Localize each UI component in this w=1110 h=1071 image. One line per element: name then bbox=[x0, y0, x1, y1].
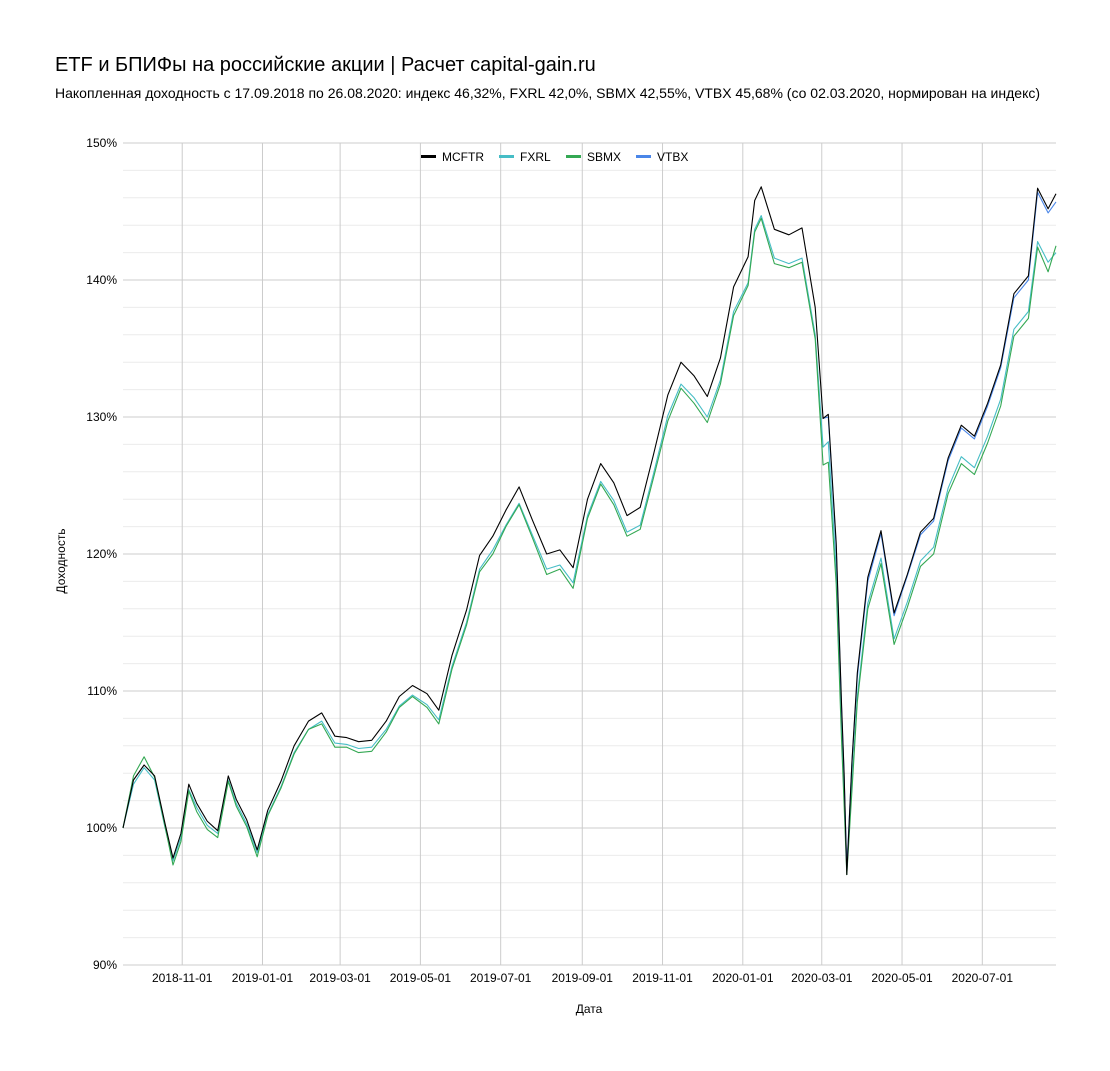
legend-swatch-mcftr bbox=[421, 155, 436, 158]
chart-title: ETF и БПИФы на российские акции | Расчет… bbox=[55, 54, 596, 76]
x-axis-title: Дата bbox=[576, 1002, 603, 1016]
grid bbox=[123, 142, 1056, 966]
legend: MCFTR FXRL SBMX VTBX bbox=[421, 150, 688, 164]
x-tick-label: 2019-01-01 bbox=[232, 971, 294, 985]
legend-label-vtbx: VTBX bbox=[657, 150, 688, 164]
y-axis-ticks: 90% 100% 110% 120% 130% 140% 150% bbox=[86, 136, 117, 972]
legend-label-mcftr: MCFTR bbox=[442, 150, 484, 164]
x-tick-label: 2020-07-01 bbox=[952, 971, 1014, 985]
y-tick-label: 100% bbox=[86, 821, 117, 835]
x-tick-label: 2019-09-01 bbox=[552, 971, 614, 985]
y-tick-label: 150% bbox=[86, 136, 117, 150]
x-axis-ticks: 2018-11-01 2019-01-01 2019-03-01 2019-05-01… bbox=[152, 971, 1013, 985]
x-tick-label: 2020-01-01 bbox=[712, 971, 774, 985]
y-axis-title: Доходность bbox=[54, 528, 68, 593]
y-tick-label: 110% bbox=[87, 684, 117, 698]
y-tick-label: 120% bbox=[86, 547, 117, 561]
chart-subtitle: Накопленная доходность с 17.09.2018 по 2… bbox=[55, 85, 1041, 101]
y-tick-label: 140% bbox=[86, 273, 117, 287]
series-line-mcftr bbox=[122, 186, 1057, 876]
y-tick-label: 130% bbox=[86, 410, 117, 424]
series-line-fxrl bbox=[122, 215, 1057, 867]
legend-label-fxrl: FXRL bbox=[520, 150, 551, 164]
x-tick-label: 2018-11-01 bbox=[152, 971, 213, 985]
x-tick-label: 2019-03-01 bbox=[309, 971, 371, 985]
y-tick-label: 90% bbox=[93, 958, 117, 972]
series-line-sbmx bbox=[122, 217, 1057, 876]
x-tick-label: 2019-11-01 bbox=[632, 971, 693, 985]
legend-swatch-fxrl bbox=[499, 155, 514, 158]
legend-label-sbmx: SBMX bbox=[587, 150, 621, 164]
x-tick-label: 2020-05-01 bbox=[871, 971, 933, 985]
x-tick-label: 2020-03-01 bbox=[791, 971, 853, 985]
legend-swatch-sbmx bbox=[566, 155, 581, 158]
legend-swatch-vtbx bbox=[636, 155, 651, 158]
x-tick-label: 2019-05-01 bbox=[390, 971, 452, 985]
x-tick-label: 2019-07-01 bbox=[470, 971, 532, 985]
series-lines bbox=[122, 186, 1057, 876]
